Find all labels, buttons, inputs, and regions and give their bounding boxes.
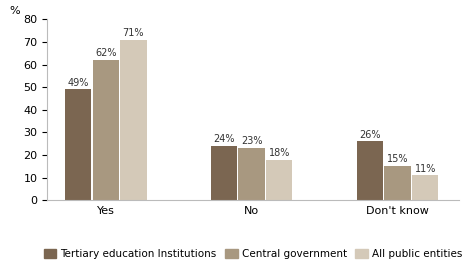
Text: 62%: 62% [95,48,116,58]
Text: 24%: 24% [213,134,235,144]
Bar [266,160,292,200]
Bar [65,90,91,200]
Bar [357,142,383,200]
Y-axis label: %: % [9,6,20,16]
Text: 71%: 71% [123,28,144,38]
Bar [211,146,237,200]
Bar [93,60,119,200]
Text: 15%: 15% [387,155,408,165]
Bar [238,148,265,200]
Text: 18%: 18% [269,148,290,158]
Legend: Tertiary education Institutions, Central government, All public entities: Tertiary education Institutions, Central… [40,245,466,264]
Text: 23%: 23% [241,136,263,147]
Bar [120,40,147,200]
Bar [385,166,411,200]
Text: 11%: 11% [414,163,436,173]
Bar [412,175,438,200]
Text: 26%: 26% [359,130,381,140]
Text: 49%: 49% [67,78,88,88]
